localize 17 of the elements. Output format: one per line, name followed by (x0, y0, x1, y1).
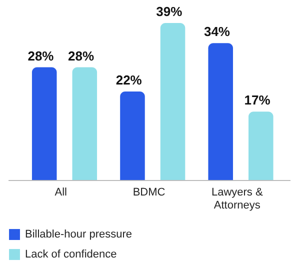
data-label: 39% (156, 4, 183, 20)
legend-label: Lack of confidence (25, 248, 117, 260)
bar (208, 43, 233, 180)
bar (32, 67, 57, 180)
data-label: 22% (116, 72, 142, 88)
bar (248, 112, 274, 180)
data-label: 17% (244, 92, 271, 108)
data-label: 28% (28, 48, 54, 64)
x-tick-label: Lawyers & Attorneys (211, 186, 264, 212)
data-label: 28% (68, 48, 94, 64)
bar (72, 67, 98, 180)
data-label: 34% (204, 24, 230, 40)
x-tick-label: BDMC (132, 186, 166, 198)
bar (120, 91, 145, 180)
bar (160, 23, 186, 180)
x-tick-label: All (54, 186, 67, 198)
legend-label: Billable-hour pressure (25, 228, 132, 240)
